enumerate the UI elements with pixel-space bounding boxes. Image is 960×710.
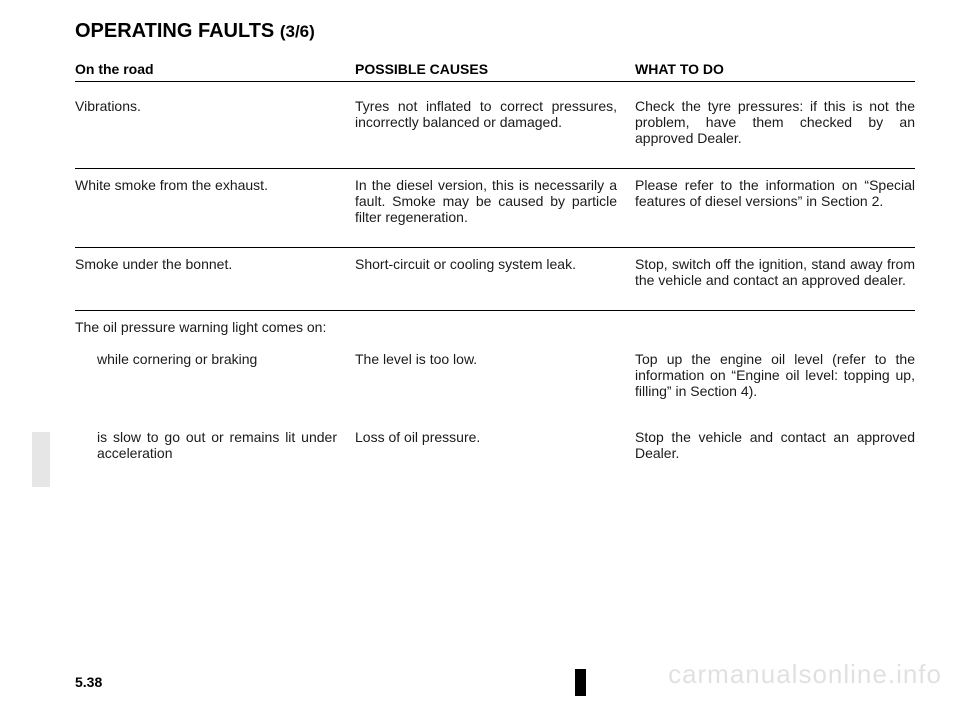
- col-header-action: WHAT TO DO: [635, 61, 915, 77]
- table-row-sub: while cornering or braking The level is …: [75, 343, 915, 421]
- cell-symptom: Vibrations.: [75, 98, 355, 146]
- table-row: Smoke under the bonnet. Short-circuit or…: [75, 248, 915, 311]
- cell-cause: In the diesel version, this is necessari…: [355, 177, 635, 225]
- title-main: OPERATING FAULTS: [75, 20, 280, 42]
- cell-symptom: Smoke under the bonnet.: [75, 256, 355, 288]
- col-header-symptom: On the road: [75, 61, 355, 77]
- table-header-row: On the road POSSIBLE CAUSES WHAT TO DO: [75, 61, 915, 82]
- cell-action: Please refer to the information on “Spec…: [635, 177, 915, 225]
- cell-cause: Tyres not inflated to correct pressures,…: [355, 98, 635, 146]
- cell-empty: [635, 319, 915, 335]
- table-row: White smoke from the exhaust. In the die…: [75, 169, 915, 248]
- table-row: Vibrations. Tyres not inflated to correc…: [75, 90, 915, 169]
- table-row-group-header: The oil pressure warning light comes on:: [75, 311, 915, 343]
- page-content: OPERATING FAULTS (3/6) On the road POSSI…: [75, 20, 915, 690]
- cell-action: Check the tyre pressures: if this is not…: [635, 98, 915, 146]
- cell-empty: [355, 319, 635, 335]
- crop-mark: [575, 669, 586, 696]
- watermark-text: carmanualsonline.info: [668, 659, 942, 690]
- cell-symptom: White smoke from the exhaust.: [75, 177, 355, 225]
- cell-symptom-sub: is slow to go out or remains lit under a…: [75, 429, 355, 461]
- cell-action: Top up the engine oil level (refer to th…: [635, 351, 915, 399]
- cell-group-header: The oil pressure warning light comes on:: [75, 319, 355, 335]
- cell-symptom-sub: while cornering or braking: [75, 351, 355, 399]
- cell-cause: The level is too low.: [355, 351, 635, 399]
- title-sub: (3/6): [280, 22, 315, 41]
- cell-cause: Loss of oil pressure.: [355, 429, 635, 461]
- side-tab: [32, 432, 50, 487]
- cell-cause: Short-circuit or cooling system leak.: [355, 256, 635, 288]
- cell-action: Stop, switch off the ignition, stand awa…: [635, 256, 915, 288]
- page-number: 5.38: [75, 674, 102, 690]
- page-title: OPERATING FAULTS (3/6): [75, 20, 915, 43]
- table-row-sub: is slow to go out or remains lit under a…: [75, 421, 915, 483]
- cell-action: Stop the vehicle and contact an approved…: [635, 429, 915, 461]
- col-header-causes: POSSIBLE CAUSES: [355, 61, 635, 77]
